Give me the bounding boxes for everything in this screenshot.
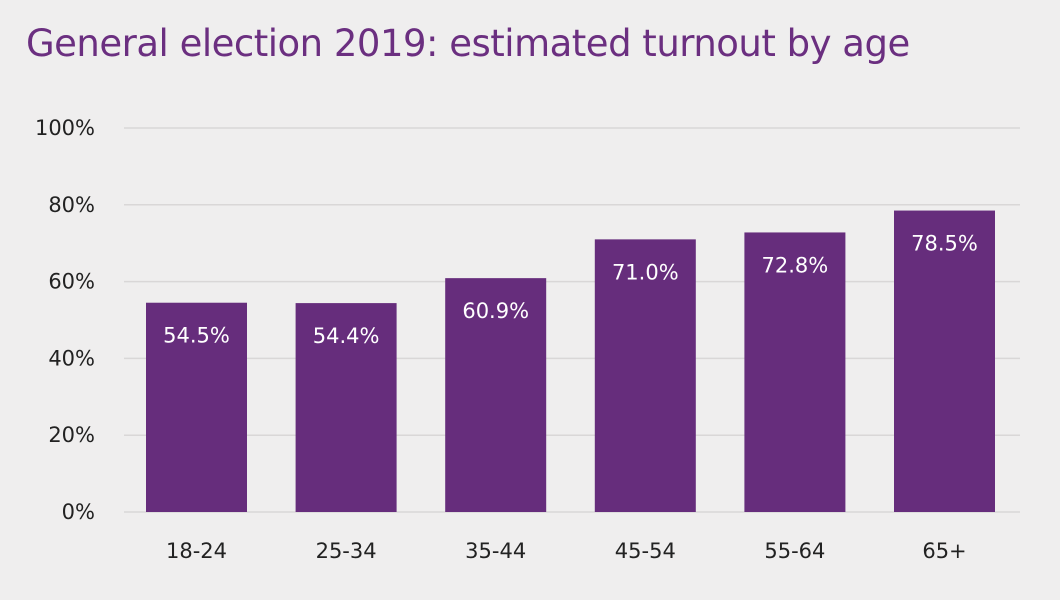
- bar: [594, 239, 696, 513]
- y-tick-label: 40%: [48, 346, 95, 370]
- y-tick-label: 20%: [48, 423, 95, 447]
- bar: [295, 303, 397, 512]
- data-label: 60.9%: [462, 299, 529, 323]
- x-tick-label: 55-64: [764, 539, 825, 563]
- x-axis-ticks: 18-24 25-34 35-44 45-54 55-64 65+: [166, 539, 967, 563]
- bar: [445, 278, 547, 512]
- bar: [146, 302, 247, 512]
- x-tick-label: 25-34: [316, 539, 377, 563]
- y-axis-ticks: 0% 20% 40% 60% 80% 100%: [35, 116, 95, 524]
- bar: [744, 232, 846, 512]
- data-label: 72.8%: [762, 253, 829, 277]
- data-label: 78.5%: [911, 232, 978, 256]
- y-tick-label: 60%: [48, 270, 95, 294]
- x-tick-label: 65+: [922, 539, 966, 563]
- data-label: 54.5%: [163, 324, 230, 348]
- data-labels: 54.5% 54.4% 60.9% 71.0% 72.8% 78.5%: [163, 232, 978, 349]
- gridlines: [124, 127, 1020, 513]
- bars: [146, 210, 995, 513]
- data-label: 71.0%: [612, 260, 679, 284]
- chart-title: General election 2019: estimated turnout…: [26, 22, 910, 65]
- y-tick-label: 0%: [62, 500, 95, 524]
- data-label: 54.4%: [313, 324, 380, 348]
- x-tick-label: 18-24: [166, 539, 227, 563]
- y-tick-label: 100%: [35, 116, 95, 140]
- x-tick-label: 45-54: [615, 539, 676, 563]
- bar: [894, 210, 995, 512]
- y-tick-label: 80%: [48, 193, 95, 217]
- x-tick-label: 35-44: [465, 539, 526, 563]
